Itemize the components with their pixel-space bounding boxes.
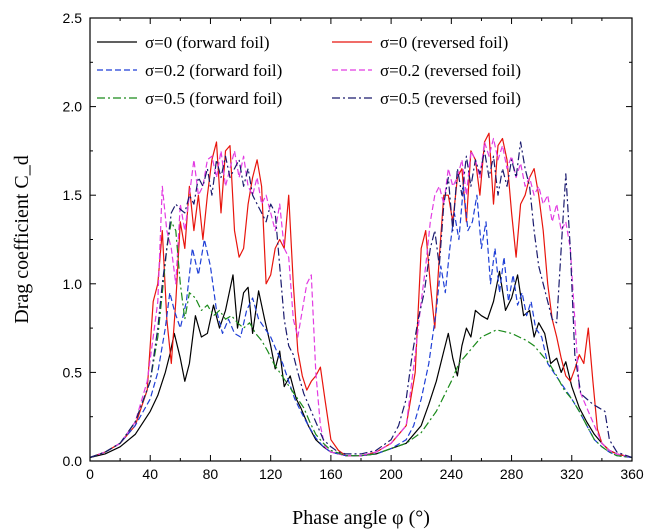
x-tick-label: 200 xyxy=(379,466,403,482)
series-line-4 xyxy=(89,137,633,459)
x-tick-label: 80 xyxy=(203,466,219,482)
x-tick-label: 160 xyxy=(319,466,343,482)
y-tick-label: 1.5 xyxy=(63,187,83,203)
y-tick-label: 2.0 xyxy=(63,99,83,115)
x-tick-label: 280 xyxy=(500,466,524,482)
x-tick-label: 0 xyxy=(86,466,94,482)
series-line-3 xyxy=(89,185,633,459)
legend-label: σ=0.5 (reversed foil) xyxy=(380,89,521,108)
x-tick-label: 40 xyxy=(142,466,158,482)
x-tick-label: 320 xyxy=(560,466,584,482)
y-tick-label: 0.5 xyxy=(63,364,83,380)
x-tick-label: 360 xyxy=(620,466,644,482)
y-tick-label: 2.5 xyxy=(63,10,83,26)
x-axis-title: Phase angle φ (°) xyxy=(292,507,430,529)
legend-label: σ=0.5 (forward foil) xyxy=(145,89,282,108)
y-tick-label: 0.0 xyxy=(63,453,83,469)
legend-label: σ=0.2 (reversed foil) xyxy=(380,61,521,80)
series-line-6 xyxy=(89,141,633,459)
legend-label: σ=0 (forward foil) xyxy=(145,33,270,52)
legend: σ=0 (forward foil) σ=0 (reversed foil) σ=0… xyxy=(97,33,521,108)
x-tick-label: 240 xyxy=(440,466,464,482)
y-tick-label: 1.0 xyxy=(63,276,83,292)
series-layer xyxy=(89,132,633,459)
y-axis-title: Drag coefficient C_d xyxy=(11,155,33,323)
legend-label: σ=0.2 (forward foil) xyxy=(145,61,282,80)
x-tick-label: 120 xyxy=(259,466,283,482)
series-line-5 xyxy=(89,221,633,459)
legend-label: σ=0 (reversed foil) xyxy=(380,33,508,52)
ticks-layer: 0 40 80 120 160 200 240 280 320 360 0.0 0.5 1.0 1.5 2.… xyxy=(63,10,644,482)
